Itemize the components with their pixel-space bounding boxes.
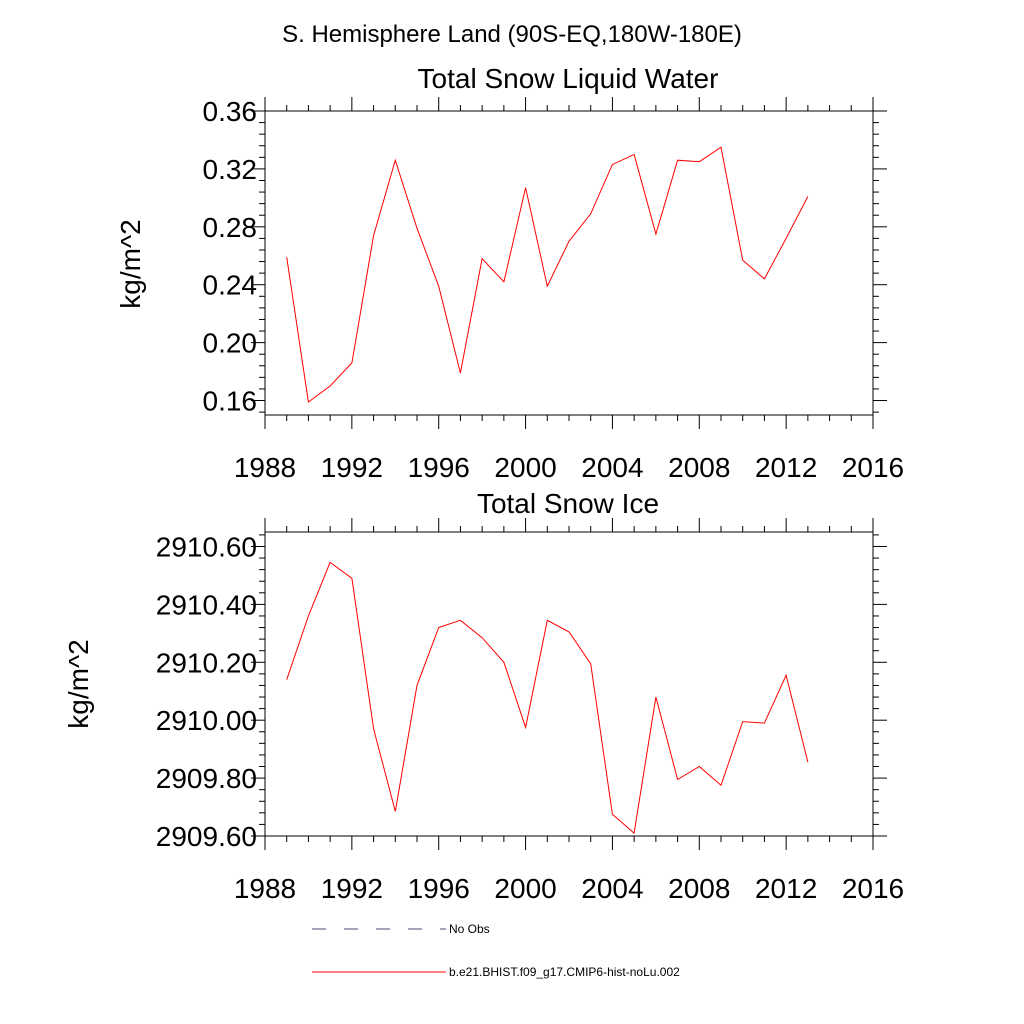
x-tick-label: 1992 <box>321 452 383 483</box>
plot-frame <box>264 110 874 416</box>
legend: No Obs b.e21.BHIST.f09_g17.CMIP6-hist-no… <box>312 922 680 979</box>
y-tick-label: 2910.40 <box>156 589 257 620</box>
x-tick-label: 2000 <box>494 873 556 904</box>
y-tick-label: 2909.80 <box>156 763 257 794</box>
y-tick-label: 2910.20 <box>156 647 257 678</box>
x-tick-label: 1988 <box>234 452 296 483</box>
y-tick-label: 0.20 <box>203 328 258 359</box>
x-tick-label: 1996 <box>408 452 470 483</box>
y-tick-label: 2910.60 <box>156 531 257 562</box>
plot-total-snow-ice: Total Snow Ice kg/m^2 1988 1992 1996 2000 20… <box>63 488 904 904</box>
x-tick-label: 1988 <box>234 873 296 904</box>
x-tick-label: 2012 <box>755 873 817 904</box>
plot-title: Total Snow Liquid Water <box>418 63 719 94</box>
series-line <box>286 561 809 835</box>
x-tick-label: 2004 <box>581 873 643 904</box>
x-tick-label: 2012 <box>755 452 817 483</box>
x-tick-label: 1992 <box>321 873 383 904</box>
x-tick-label: 2016 <box>842 452 904 483</box>
y-axis-label: kg/m^2 <box>115 219 146 308</box>
y-tick-label: 0.28 <box>203 212 258 243</box>
legend-model-label: b.e21.BHIST.f09_g17.CMIP6-hist-noLu.002 <box>449 965 680 979</box>
y-tick-label: 0.24 <box>203 270 258 301</box>
x-tick-label: 2016 <box>842 873 904 904</box>
x-tick-label: 2004 <box>581 452 643 483</box>
y-tick-label: 0.16 <box>203 386 258 417</box>
y-tick-label: 2909.60 <box>156 821 257 852</box>
figure-suptitle: S. Hemisphere Land (90S-EQ,180W-180E) <box>282 21 742 48</box>
y-tick-label: 0.36 <box>203 96 258 127</box>
plot-title: Total Snow Ice <box>477 488 659 519</box>
x-tick-label: 2008 <box>668 873 730 904</box>
y-axis-label: kg/m^2 <box>63 639 94 728</box>
plot-total-snow-liquid-water: Total Snow Liquid Water kg/m^2 1988 1992 1… <box>115 63 904 483</box>
x-tick-label: 1996 <box>408 873 470 904</box>
x-tick-label: 2000 <box>494 452 556 483</box>
x-tick-label: 2008 <box>668 452 730 483</box>
legend-obs-label: No Obs <box>449 922 490 936</box>
series-line <box>286 146 809 403</box>
y-tick-label: 0.32 <box>203 154 258 185</box>
y-tick-label: 2910.00 <box>156 705 257 736</box>
